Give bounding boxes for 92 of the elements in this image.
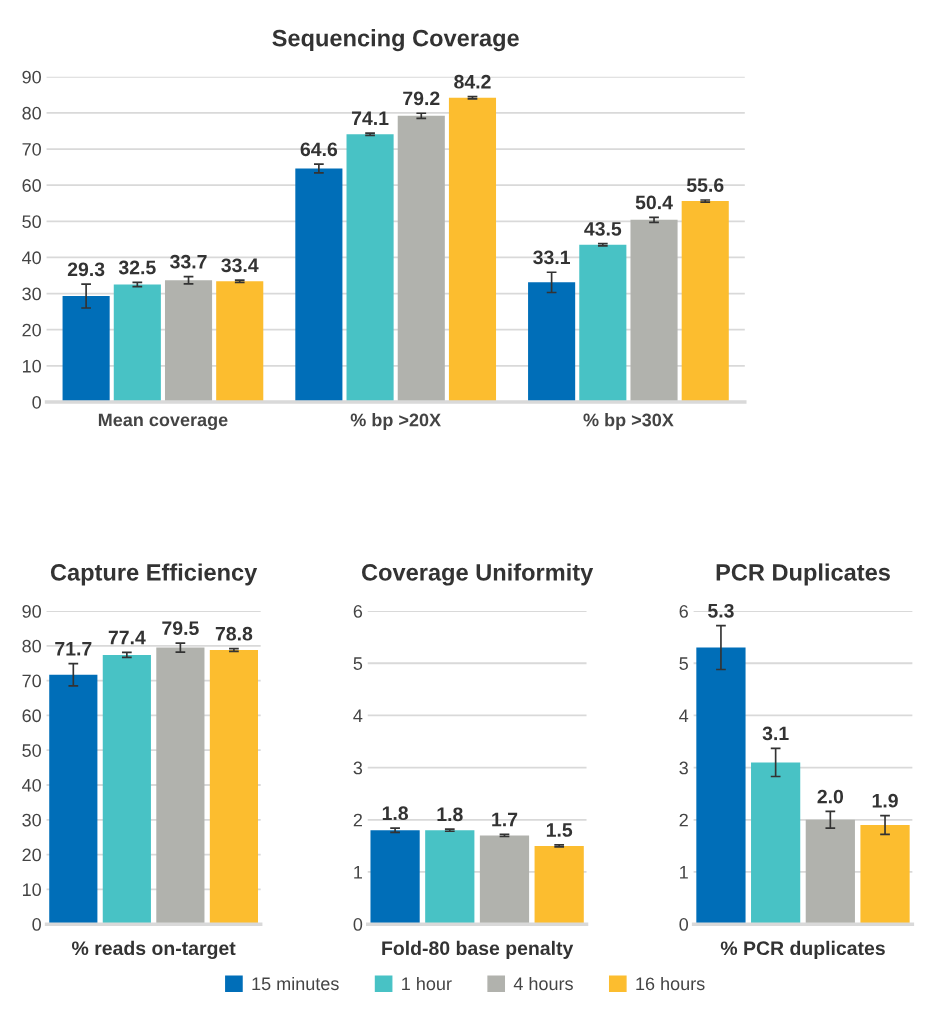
y-tick-label: 0 (679, 918, 689, 931)
bar (860, 825, 910, 925)
bar (397, 115, 445, 402)
bar (579, 244, 627, 402)
y-tick-label: 20 (22, 323, 41, 337)
y-tick-label: 60 (22, 179, 41, 192)
data-label: 64.6 (300, 142, 338, 157)
chart-title: Coverage Uniformity (362, 563, 594, 586)
y-tick-label: 30 (22, 287, 41, 301)
y-tick-label: 10 (22, 883, 41, 897)
y-tick-label: 50 (22, 744, 41, 757)
legend-label: 4 hours (513, 976, 573, 991)
x-axis-title: Fold-80 base penalty (382, 940, 574, 959)
bar (681, 201, 729, 402)
bar (62, 296, 110, 402)
data-label: 1.7 (492, 812, 518, 827)
y-tick-label: 30 (22, 813, 41, 827)
bar (448, 97, 497, 402)
data-label: 32.5 (118, 260, 156, 275)
x-tick-label: % bp >30X (583, 413, 674, 430)
y-tick-label: 10 (22, 359, 41, 373)
bar (630, 219, 678, 402)
bar (156, 647, 205, 925)
y-tick-label: 5 (679, 657, 688, 670)
bar (216, 281, 264, 402)
data-label: 77.4 (108, 630, 146, 645)
data-label: 78.8 (215, 626, 253, 641)
y-tick-label: 90 (22, 604, 41, 618)
data-label: 33.7 (170, 254, 207, 269)
y-tick-label: 70 (22, 674, 41, 688)
data-label: 79.5 (162, 621, 199, 636)
legend-label: 1 hour (402, 976, 452, 991)
data-label: 33.4 (221, 258, 259, 273)
data-label: 55.6 (686, 178, 724, 192)
bar (295, 168, 343, 402)
y-tick-label: 80 (22, 639, 41, 653)
y-tick-label: 50 (22, 215, 41, 229)
x-axis-title: % reads on-target (71, 940, 236, 960)
data-label: 5.3 (708, 603, 734, 618)
y-tick-label: 40 (22, 778, 41, 792)
data-label: 3.1 (762, 726, 789, 741)
legend-label: 16 hours (636, 976, 705, 991)
data-label: 1.8 (437, 807, 463, 822)
y-tick-label: 0 (353, 918, 363, 931)
bar (102, 654, 151, 925)
bar (751, 762, 801, 925)
y-tick-label: 2 (353, 813, 362, 827)
y-tick-label: 70 (22, 142, 41, 156)
data-label: 71.7 (55, 642, 92, 656)
chart-title: Capture Efficiency (50, 563, 258, 586)
bar (164, 280, 213, 402)
bar (805, 819, 855, 925)
bar (528, 282, 576, 402)
y-tick-label: 0 (32, 395, 41, 409)
data-label: 1.9 (872, 793, 898, 808)
x-axis-title: % PCR duplicates (720, 940, 885, 959)
data-label: 1.5 (546, 823, 573, 837)
data-label: 1.8 (382, 806, 409, 821)
bar (696, 647, 746, 925)
bar (209, 650, 258, 925)
y-tick-label: 3 (353, 761, 363, 775)
y-tick-label: 1 (354, 866, 362, 879)
x-tick-label: % bp >20X (350, 413, 441, 430)
y-tick-label: 4 (353, 709, 363, 722)
y-tick-label: 2 (679, 813, 688, 827)
y-tick-label: 1 (680, 866, 688, 879)
y-tick-label: 4 (679, 709, 689, 722)
chart-title: PCR Duplicates (716, 563, 890, 586)
y-tick-label: 40 (22, 251, 41, 265)
data-label: 50.4 (635, 195, 673, 210)
bar (346, 134, 394, 402)
y-tick-label: 0 (32, 918, 41, 931)
bar (113, 284, 161, 402)
y-tick-label: 3 (679, 761, 688, 775)
y-tick-label: 6 (679, 604, 688, 618)
legend-label: 15 minutes (252, 976, 339, 991)
data-label: 2.0 (817, 789, 844, 804)
y-tick-label: 20 (22, 848, 41, 862)
y-tick-label: 90 (22, 70, 41, 84)
y-tick-label: 6 (353, 604, 363, 618)
data-label: 79.2 (403, 91, 440, 106)
y-tick-label: 60 (22, 709, 41, 723)
y-tick-label: 80 (22, 106, 41, 120)
chart-title: Sequencing Coverage (272, 29, 519, 52)
data-label: 84.2 (454, 74, 491, 89)
data-label: 74.1 (351, 111, 389, 125)
data-label: 43.5 (584, 221, 622, 236)
data-label: 33.1 (533, 250, 570, 265)
data-label: 29.3 (67, 262, 105, 277)
bar (49, 674, 98, 925)
y-tick-label: 5 (353, 657, 363, 670)
x-tick-label: Mean coverage (98, 413, 228, 430)
